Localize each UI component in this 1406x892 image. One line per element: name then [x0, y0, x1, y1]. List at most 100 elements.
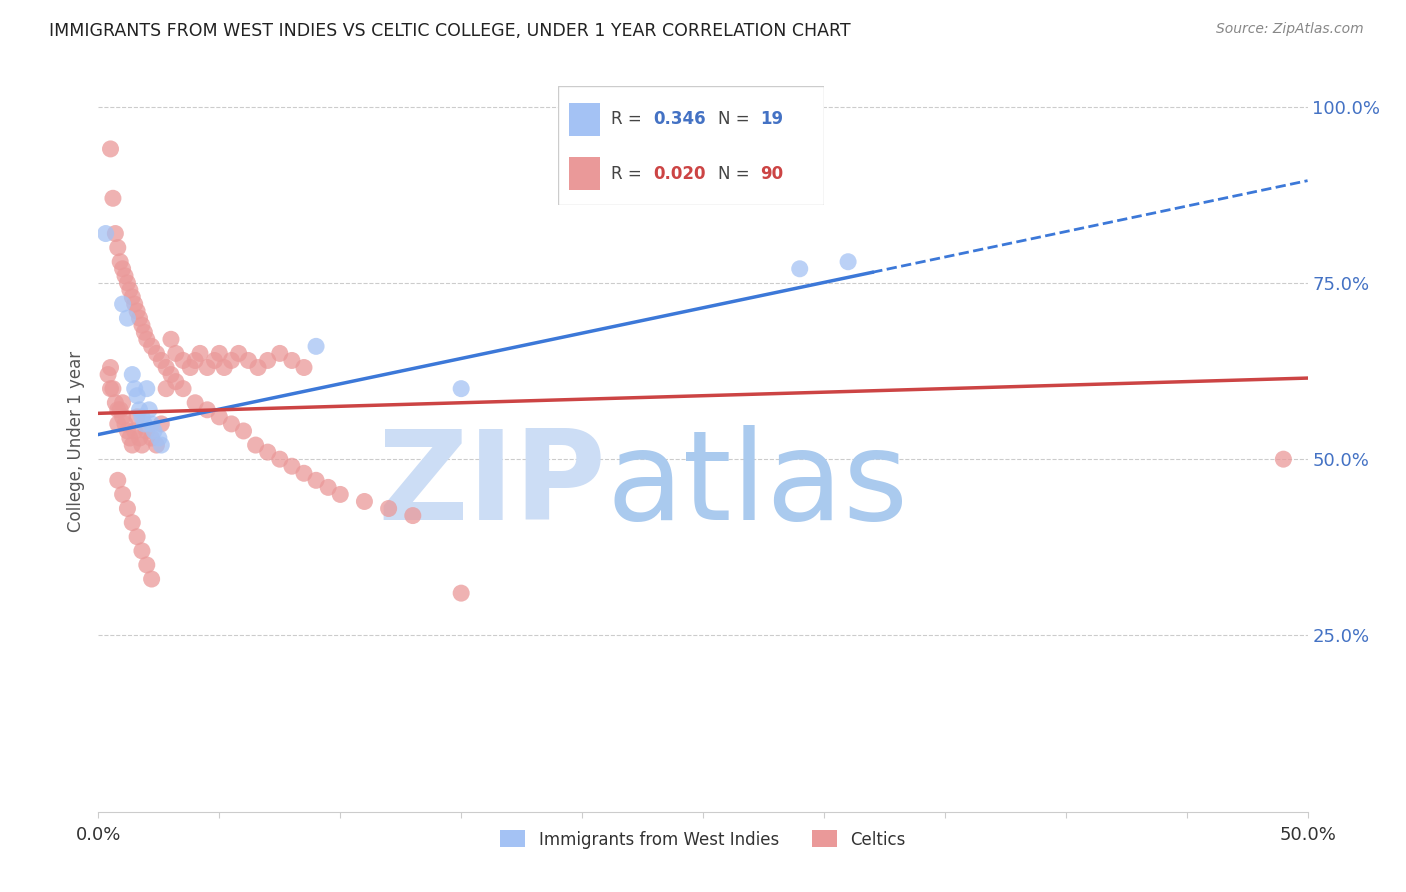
Point: [269, 452, 291, 467]
Point: [292, 360, 315, 375]
Point: [1272, 452, 1295, 467]
Point: [131, 544, 153, 558]
Point: [100, 142, 122, 156]
Point: [111, 487, 134, 501]
Point: [104, 396, 127, 410]
Point: [107, 417, 129, 431]
Point: [228, 346, 250, 360]
Point: [94, 227, 117, 241]
Point: [208, 346, 231, 360]
Point: [114, 417, 136, 431]
Point: [789, 261, 811, 276]
Point: [195, 402, 218, 417]
Point: [117, 501, 139, 516]
Point: [212, 360, 235, 375]
Point: [107, 402, 129, 417]
Point: [204, 353, 226, 368]
Point: [450, 586, 472, 600]
Point: [305, 339, 328, 353]
Point: [221, 353, 243, 368]
Point: [141, 431, 163, 445]
Text: Source: ZipAtlas.com: Source: ZipAtlas.com: [1216, 22, 1364, 37]
Point: [108, 402, 131, 417]
Point: [281, 353, 304, 368]
Point: [256, 353, 278, 368]
Point: [131, 438, 153, 452]
Point: [117, 424, 139, 438]
Point: [117, 276, 139, 290]
Point: [155, 382, 177, 396]
Point: [124, 424, 146, 438]
Point: [172, 382, 194, 396]
Point: [131, 318, 153, 333]
Point: [104, 227, 127, 241]
Point: [269, 346, 291, 360]
Point: [450, 382, 472, 396]
Point: [208, 409, 231, 424]
Point: [127, 409, 149, 424]
Point: [127, 389, 149, 403]
Point: [107, 241, 129, 255]
Point: [305, 473, 328, 487]
Point: [107, 473, 129, 487]
Point: [353, 494, 375, 508]
Point: [377, 501, 399, 516]
Point: [837, 254, 859, 268]
Point: [134, 325, 156, 339]
Point: [238, 353, 260, 368]
Point: [281, 459, 304, 474]
Point: [111, 396, 134, 410]
Point: [184, 396, 207, 410]
Point: [256, 445, 278, 459]
Point: [165, 375, 187, 389]
Point: [195, 360, 218, 375]
Point: [135, 382, 157, 396]
Point: [188, 346, 211, 360]
Point: [121, 438, 143, 452]
Y-axis label: College, Under 1 year: College, Under 1 year: [66, 351, 84, 533]
Point: [155, 360, 177, 375]
Point: [184, 353, 207, 368]
Point: [128, 431, 150, 445]
Point: [131, 409, 153, 424]
Text: atlas: atlas: [606, 425, 908, 547]
Point: [118, 283, 141, 297]
Point: [148, 431, 170, 445]
Point: [100, 382, 122, 396]
Point: [138, 402, 160, 417]
Point: [160, 368, 183, 382]
Point: [124, 297, 146, 311]
Point: [101, 191, 124, 205]
Point: [150, 353, 173, 368]
Point: [245, 438, 267, 452]
Point: [141, 417, 163, 431]
Point: [111, 261, 134, 276]
Point: [128, 311, 150, 326]
Point: [329, 487, 352, 501]
Point: [145, 346, 167, 360]
Point: [108, 254, 131, 268]
Point: [111, 297, 134, 311]
Point: [316, 480, 339, 494]
Point: [124, 382, 146, 396]
Point: [141, 572, 163, 586]
Point: [121, 368, 143, 382]
Point: [117, 311, 139, 326]
Point: [121, 516, 143, 530]
Point: [128, 402, 150, 417]
Point: [121, 290, 143, 304]
Point: [165, 346, 187, 360]
Point: [135, 558, 157, 572]
Point: [143, 424, 166, 438]
Point: [114, 268, 136, 283]
Point: [145, 438, 167, 452]
Point: [150, 438, 173, 452]
Point: [101, 382, 124, 396]
Point: [160, 332, 183, 346]
Point: [179, 360, 201, 375]
Text: IMMIGRANTS FROM WEST INDIES VS CELTIC COLLEGE, UNDER 1 YEAR CORRELATION CHART: IMMIGRANTS FROM WEST INDIES VS CELTIC CO…: [49, 22, 851, 40]
Point: [127, 530, 149, 544]
Point: [127, 304, 149, 318]
Point: [150, 417, 173, 431]
Point: [402, 508, 425, 523]
